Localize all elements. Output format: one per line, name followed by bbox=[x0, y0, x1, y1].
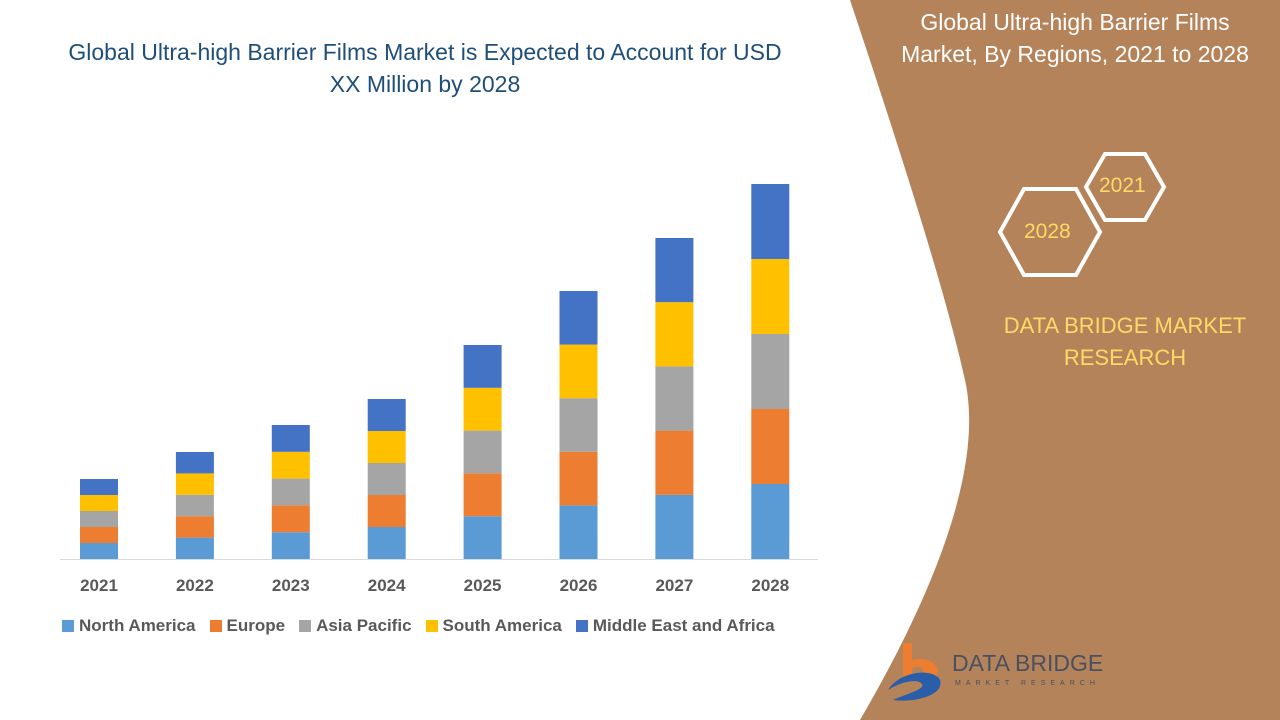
bar-2026-asia-pacific bbox=[559, 398, 598, 452]
legend: North America Europe Asia Pacific South Ame… bbox=[62, 616, 775, 636]
bar-2028-north-america bbox=[751, 484, 790, 559]
brand-text: DATA BRIDGE MARKET RESEARCH bbox=[1003, 313, 1247, 370]
legend-swatch bbox=[209, 620, 222, 632]
bar-2021-europe bbox=[80, 527, 118, 543]
bar-2025-europe bbox=[463, 473, 502, 517]
bar-2025-north-america bbox=[463, 516, 502, 559]
bar-2027-asia-pacific bbox=[655, 366, 694, 431]
x-tick-label: 2025 bbox=[463, 576, 502, 595]
logo-subtext: MARKET RESEARCH bbox=[955, 680, 1100, 687]
x-tick-label: 2021 bbox=[80, 576, 118, 595]
x-tick-label: 2024 bbox=[367, 576, 406, 595]
bar-2021-north-america bbox=[80, 543, 118, 559]
bar-2025-south-america bbox=[463, 387, 502, 431]
hex-label-2028: 2028 bbox=[1024, 220, 1071, 243]
bar-2028-south-america bbox=[751, 259, 790, 334]
logo-icon bbox=[888, 643, 941, 701]
legend-item: South America bbox=[425, 616, 562, 636]
bar-2021-south-america bbox=[80, 495, 118, 511]
bar-2026-middle-east-and-africa bbox=[559, 291, 598, 345]
bar-2027-middle-east-and-africa bbox=[655, 238, 694, 303]
side-panel-title: Global Ultra-high Barrier Films Market, … bbox=[901, 9, 1249, 67]
bar-2023-south-america bbox=[271, 451, 310, 479]
legend-item: Asia Pacific bbox=[299, 616, 412, 636]
bar-2027-south-america bbox=[655, 302, 694, 367]
bar-2028-europe bbox=[751, 409, 790, 484]
legend-item: North America bbox=[62, 616, 196, 636]
side-panel bbox=[850, 0, 1280, 720]
legend-item: Middle East and Africa bbox=[575, 616, 775, 636]
bar-2022-middle-east-and-africa bbox=[175, 452, 214, 474]
bar-2023-north-america bbox=[271, 532, 310, 559]
bar-2026-europe bbox=[559, 451, 598, 506]
legend-item: Europe bbox=[209, 616, 286, 636]
legend-swatch bbox=[575, 620, 588, 632]
hexagon-2021 bbox=[1083, 152, 1167, 222]
bar-2025-middle-east-and-africa bbox=[463, 345, 502, 388]
bar-2024-middle-east-and-africa bbox=[367, 399, 406, 431]
legend-swatch bbox=[299, 620, 312, 632]
legend-label: Europe bbox=[226, 616, 286, 635]
bar-2021-asia-pacific bbox=[80, 511, 118, 527]
bar-2022-asia-pacific bbox=[175, 494, 214, 517]
bar-2023-middle-east-and-africa bbox=[271, 425, 310, 452]
bar-2023-europe bbox=[271, 505, 310, 533]
bar-2022-south-america bbox=[175, 473, 214, 495]
bar-2024-north-america bbox=[367, 527, 406, 559]
legend-label: Middle East and Africa bbox=[592, 616, 775, 635]
x-tick-label: 2027 bbox=[655, 576, 694, 595]
hexagon-2028 bbox=[997, 187, 1103, 277]
bar-2024-europe bbox=[367, 495, 406, 527]
logo-text: DATA BRIDGE bbox=[952, 650, 1104, 676]
bar-2028-asia-pacific bbox=[751, 334, 790, 409]
bar-2022-europe bbox=[175, 516, 214, 538]
bar-2022-north-america bbox=[175, 537, 214, 559]
x-tick-label: 2023 bbox=[271, 576, 310, 595]
bar-2024-asia-pacific bbox=[367, 463, 406, 495]
legend-swatch bbox=[425, 620, 438, 632]
bars bbox=[80, 184, 790, 559]
legend-label: South America bbox=[442, 616, 562, 635]
x-tick-label: 2022 bbox=[175, 576, 214, 595]
bar-2024-south-america bbox=[367, 431, 406, 463]
bar-2026-north-america bbox=[559, 505, 598, 559]
chart-title: Global Ultra-high Barrier Films Market i… bbox=[68, 39, 782, 97]
legend-swatch bbox=[62, 620, 74, 632]
bar-2028-middle-east-and-africa bbox=[751, 184, 790, 259]
bar-2026-south-america bbox=[559, 344, 598, 399]
x-tick-label: 2026 bbox=[559, 576, 598, 595]
bar-2027-europe bbox=[655, 430, 694, 495]
hex-label-2021: 2021 bbox=[1099, 174, 1146, 197]
bar-2025-asia-pacific bbox=[463, 430, 502, 474]
bar-2027-north-america bbox=[655, 494, 694, 559]
bar-2023-asia-pacific bbox=[271, 478, 310, 506]
legend-label: North America bbox=[79, 616, 196, 635]
bar-2021-middle-east-and-africa bbox=[80, 479, 118, 495]
legend-label: Asia Pacific bbox=[316, 616, 412, 635]
x-tick-label: 2028 bbox=[751, 576, 790, 595]
